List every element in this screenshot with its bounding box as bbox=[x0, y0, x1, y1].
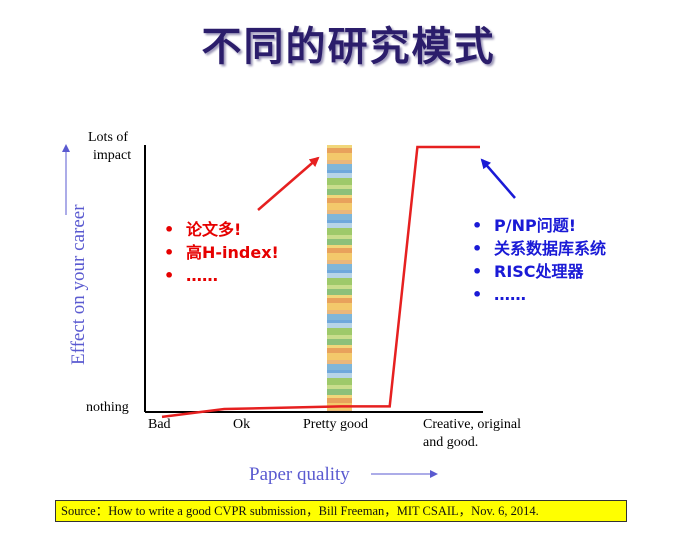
x-tick-creative-line2: and good. bbox=[423, 435, 478, 450]
x-tick-label: Bad bbox=[148, 417, 171, 432]
x-tick-label: Creative, original bbox=[423, 417, 521, 432]
band-stripe bbox=[327, 345, 352, 348]
band-stripe bbox=[327, 223, 352, 228]
band-stripe bbox=[327, 248, 352, 253]
x-tick-label: Ok bbox=[233, 417, 250, 432]
band-stripe bbox=[327, 185, 352, 189]
left-annotation-item: 论文多! bbox=[162, 218, 279, 241]
band-stripe bbox=[327, 173, 352, 178]
band-stripe bbox=[327, 278, 352, 285]
band-stripe bbox=[327, 335, 352, 339]
band-stripe bbox=[327, 260, 352, 264]
band-stripe bbox=[327, 378, 352, 385]
band-stripe bbox=[327, 198, 352, 203]
band-stripe bbox=[327, 323, 352, 328]
band-stripe bbox=[327, 153, 352, 160]
band-stripe bbox=[327, 170, 352, 173]
band-stripe bbox=[327, 145, 352, 148]
band-stripe bbox=[327, 189, 352, 195]
band-stripe bbox=[327, 285, 352, 289]
slide-title: 不同的研究模式 bbox=[201, 24, 496, 70]
band-stripe bbox=[327, 320, 352, 323]
band-stripe bbox=[327, 373, 352, 378]
x-axis-label: Paper quality bbox=[249, 464, 350, 485]
band-stripe bbox=[327, 298, 352, 303]
band-stripe bbox=[327, 178, 352, 185]
band-stripe bbox=[327, 360, 352, 364]
band-stripe bbox=[327, 348, 352, 353]
band-stripe bbox=[327, 395, 352, 398]
band-stripe bbox=[327, 214, 352, 220]
band-stripe bbox=[327, 253, 352, 260]
band-stripe bbox=[327, 289, 352, 295]
right-annotation-item: RISC处理器 bbox=[470, 260, 606, 283]
left-annotation-item: …… bbox=[162, 264, 279, 287]
band-stripe bbox=[327, 295, 352, 298]
left-annotation-item: 高H-index! bbox=[162, 241, 279, 264]
band-stripe bbox=[327, 339, 352, 345]
band-stripe bbox=[327, 398, 352, 403]
band-stripe bbox=[327, 195, 352, 198]
band-stripe bbox=[327, 164, 352, 170]
y-tick-top-line1: Lots of bbox=[88, 130, 128, 145]
right-annotation-item: 关系数据库系统 bbox=[470, 237, 606, 260]
band-stripe bbox=[327, 364, 352, 370]
y-tick-nothing: nothing bbox=[86, 400, 129, 415]
band-stripe bbox=[327, 273, 352, 278]
band-stripe bbox=[327, 410, 352, 411]
y-tick-top-line2: impact bbox=[93, 148, 131, 163]
band-stripe bbox=[327, 235, 352, 239]
right-annotation-item: …… bbox=[470, 283, 606, 306]
band-stripe bbox=[327, 160, 352, 164]
band-stripe bbox=[327, 148, 352, 153]
band-stripe bbox=[327, 370, 352, 373]
x-tick-label: Pretty good bbox=[303, 417, 368, 432]
band-stripe bbox=[327, 264, 352, 270]
band-stripe bbox=[327, 314, 352, 320]
annotation-arrow-left bbox=[257, 156, 320, 211]
y-axis-label: Effect on your career bbox=[68, 204, 89, 365]
band-stripe bbox=[327, 353, 352, 360]
band-stripe bbox=[327, 245, 352, 248]
band-stripe bbox=[327, 328, 352, 335]
band-stripe bbox=[327, 310, 352, 314]
annotation-arrow-right bbox=[480, 158, 516, 199]
band-stripe bbox=[327, 228, 352, 235]
impact-curve bbox=[161, 145, 480, 419]
band-stripe bbox=[327, 389, 352, 395]
band-stripe bbox=[327, 270, 352, 273]
pretty-good-band bbox=[327, 145, 352, 411]
left-annotation-list: 论文多! 高H-index! …… bbox=[162, 218, 279, 287]
source-citation: Source：How to write a good CVPR submissi… bbox=[55, 500, 627, 522]
right-annotation-item: P/NP问题! bbox=[470, 214, 606, 237]
band-stripe bbox=[327, 385, 352, 389]
band-stripe bbox=[327, 220, 352, 223]
right-annotation-list: P/NP问题! 关系数据库系统 RISC处理器 …… bbox=[470, 214, 606, 306]
band-stripe bbox=[327, 303, 352, 310]
band-stripe bbox=[327, 210, 352, 214]
band-stripe bbox=[327, 239, 352, 245]
band-stripe bbox=[327, 203, 352, 210]
